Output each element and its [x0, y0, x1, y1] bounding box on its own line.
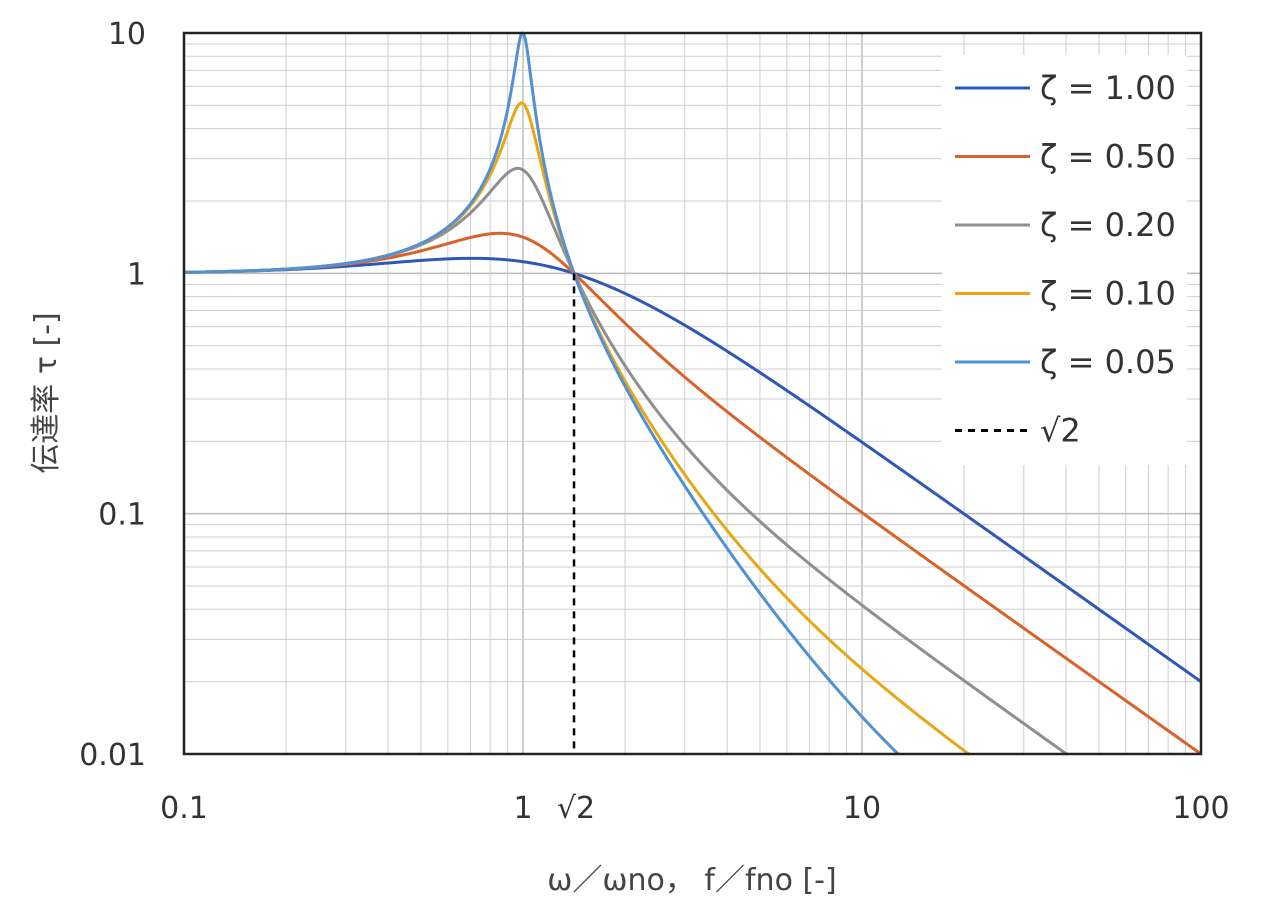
legend-background	[942, 55, 1187, 465]
x-tick-labels: 0.1 1 √2 10 100	[160, 791, 1229, 826]
legend-label-2: ζ = 0.20	[1040, 206, 1176, 244]
legend-label-4: ζ = 0.05	[1040, 343, 1176, 381]
series-layer	[183, 31, 1202, 756]
series-line-4	[183, 31, 900, 756]
y-tick-label-3: 10	[108, 17, 146, 52]
legend-label-0: ζ = 1.00	[1040, 69, 1176, 107]
plot-frame	[182, 31, 1203, 756]
y-tick-label-1: 0.1	[98, 498, 146, 533]
y-tick-label-0: 0.01	[79, 738, 146, 773]
y-tick-labels: 0.01 0.1 1 10	[79, 17, 146, 773]
x-tick-label-3: 10	[843, 791, 881, 826]
x-tick-label-0: 0.1	[160, 791, 208, 826]
y-tick-label-2: 1	[127, 257, 146, 292]
legend-label-5: √2	[1040, 412, 1081, 450]
x-tick-label-2: √2	[557, 791, 595, 826]
x-tick-label-1: 1	[513, 791, 532, 826]
legend: ζ = 1.00 ζ = 0.50 ζ = 0.20 ζ = 0.10 ζ = 0.05…	[942, 55, 1187, 465]
x-tick-label-4: 100	[1172, 791, 1229, 826]
legend-items: ζ = 1.00 ζ = 0.50 ζ = 0.20 ζ = 0.10 ζ = 0.05…	[955, 69, 1176, 450]
legend-label-1: ζ = 0.50	[1040, 138, 1176, 176]
y-axis-label: 伝達率 τ [-]	[29, 312, 64, 473]
series-line-2	[183, 166, 1068, 756]
x-axis-label: ω／ωno， f／fno [-]	[547, 863, 836, 898]
legend-label-3: ζ = 0.10	[1040, 275, 1176, 313]
series-line-0	[183, 256, 1202, 683]
